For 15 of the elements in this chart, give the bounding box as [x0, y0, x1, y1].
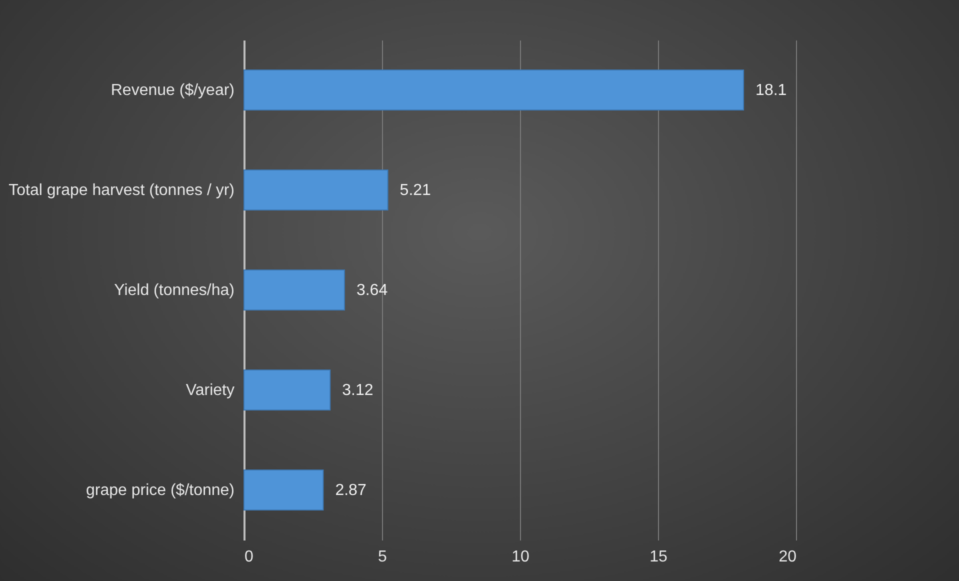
data-label: 18.1: [756, 82, 787, 99]
y-tick-label: Total grape harvest (tonnes / yr): [8, 182, 234, 199]
x-tick-label: 5: [378, 548, 388, 566]
data-label: 3.12: [342, 382, 374, 399]
data-label: 3.64: [356, 282, 388, 299]
y-tick-label: grape price ($/tonne): [86, 482, 234, 499]
data-label: 5.21: [400, 182, 432, 199]
x-tick-label: 20: [778, 548, 797, 566]
y-tick-label: Revenue ($/year): [110, 82, 234, 99]
x-tick-label: 0: [244, 548, 254, 566]
y-tick-label: Yield (tonnes/ha): [114, 282, 234, 299]
x-tick-label: 10: [512, 548, 530, 566]
x-tick-label: 15: [650, 548, 668, 566]
y-tick-label: Variety: [186, 382, 234, 399]
data-label: 2.87: [335, 482, 366, 499]
